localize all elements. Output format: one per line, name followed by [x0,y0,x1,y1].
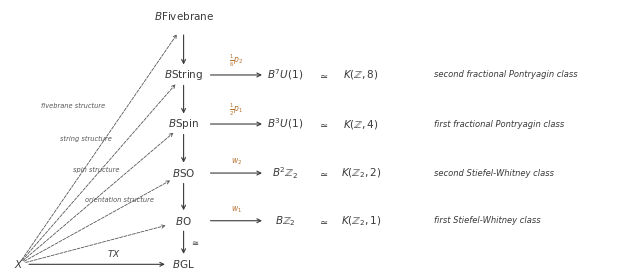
Text: $B$Fivebrane: $B$Fivebrane [154,10,214,22]
Text: second Stiefel-Whitney class: second Stiefel-Whitney class [434,168,554,178]
Text: spin structure: spin structure [72,167,119,173]
Text: first fractional Pontryagin class: first fractional Pontryagin class [434,120,564,128]
Text: $B^2\mathbb{Z}_2$: $B^2\mathbb{Z}_2$ [272,165,298,181]
Text: $K(\mathbb{Z}_2,2)$: $K(\mathbb{Z}_2,2)$ [341,166,381,180]
Text: $K(\mathbb{Z},8)$: $K(\mathbb{Z},8)$ [344,68,379,81]
Text: $B$GL: $B$GL [172,258,195,270]
Text: $\simeq$: $\simeq$ [317,70,329,80]
Text: first Stiefel-Whitney class: first Stiefel-Whitney class [434,216,541,225]
Text: $B^7U(1)$: $B^7U(1)$ [267,68,303,82]
Text: $B^3U(1)$: $B^3U(1)$ [267,116,303,131]
Text: $K(\mathbb{Z},4)$: $K(\mathbb{Z},4)$ [344,118,379,130]
Text: $\frac{1}{6}p_2$: $\frac{1}{6}p_2$ [229,53,243,69]
Text: $X$: $X$ [14,258,24,270]
Text: $B$SO: $B$SO [172,167,195,179]
Text: $\simeq$: $\simeq$ [317,216,329,226]
Text: $B$String: $B$String [164,68,204,82]
Text: $\simeq$: $\simeq$ [317,119,329,129]
Text: $K(\mathbb{Z}_2,1)$: $K(\mathbb{Z}_2,1)$ [341,214,381,227]
Text: $TX$: $TX$ [107,249,121,259]
Text: orientation structure: orientation structure [85,197,154,203]
Text: $B$Spin: $B$Spin [168,117,199,131]
Text: fivebrane structure: fivebrane structure [41,103,105,109]
Text: $\simeq$: $\simeq$ [317,168,329,178]
Text: $B\mathbb{Z}_2$: $B\mathbb{Z}_2$ [275,214,296,228]
Text: $w_1$: $w_1$ [230,204,242,215]
Text: $B$O: $B$O [175,215,192,227]
Text: $\cong$: $\cong$ [190,238,200,247]
Text: second fractional Pontryagin class: second fractional Pontryagin class [434,71,578,80]
Text: $\frac{1}{2}p_1$: $\frac{1}{2}p_1$ [229,102,243,118]
Text: string structure: string structure [60,136,112,142]
Text: $w_2$: $w_2$ [230,157,242,167]
